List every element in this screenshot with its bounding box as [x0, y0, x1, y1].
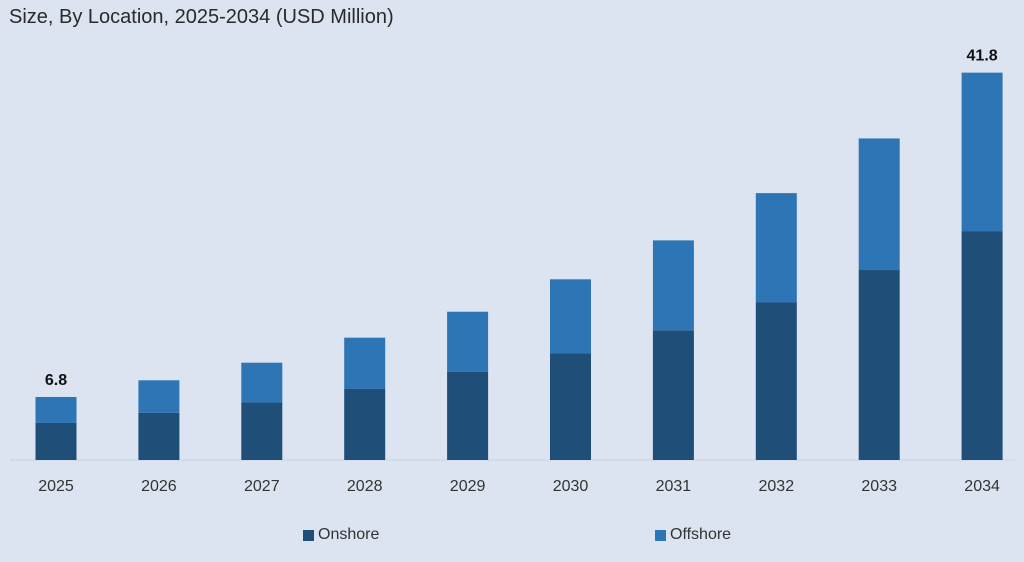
- bar-onshore-2028: [344, 388, 386, 460]
- bar-onshore-2032: [755, 302, 797, 460]
- bar-offshore-2030: [550, 279, 591, 354]
- data-label-2025: 6.8: [45, 372, 67, 389]
- bar-offshore-2027: [241, 362, 283, 403]
- legend-item-onshore: Onshore: [303, 526, 379, 544]
- bar-onshore-2029: [447, 371, 489, 460]
- legend-swatch-offshore: [655, 529, 666, 541]
- data-label-2034: 41.8: [967, 48, 998, 65]
- bar-offshore-2028: [344, 337, 386, 389]
- bar-onshore-2033: [858, 270, 900, 460]
- legend-swatch-onshore: [303, 529, 314, 541]
- x-tick-label-2027: 2027: [244, 478, 280, 495]
- x-tick-label-2028: 2028: [347, 478, 383, 495]
- bar-offshore-2029: [447, 311, 489, 372]
- x-tick-label-2032: 2032: [759, 478, 795, 495]
- bar-onshore-2030: [550, 353, 591, 460]
- bar-offshore-2032: [755, 193, 797, 303]
- bar-offshore-2026: [138, 380, 180, 413]
- legend-label-offshore: Offshore: [670, 526, 732, 543]
- bar-offshore-2031: [652, 240, 694, 331]
- x-tick-label-2033: 2033: [861, 478, 897, 495]
- bar-onshore-2026: [138, 412, 180, 460]
- legend-label-onshore: Onshore: [318, 526, 380, 543]
- x-tick-label-2034: 2034: [964, 478, 1000, 495]
- bar-onshore-2025: [35, 422, 77, 460]
- bar-onshore-2034: [961, 231, 1003, 460]
- x-tick-label-2029: 2029: [450, 478, 486, 495]
- bar-offshore-2034: [961, 72, 1003, 232]
- bar-onshore-2027: [241, 402, 283, 460]
- bar-offshore-2025: [35, 396, 77, 423]
- x-tick-label-2025: 2025: [38, 478, 74, 495]
- bar-onshore-2031: [652, 330, 694, 460]
- x-tick-label-2030: 2030: [553, 478, 589, 495]
- bar-offshore-2033: [858, 138, 900, 271]
- legend-item-offshore: Offshore: [655, 526, 731, 544]
- x-tick-label-2026: 2026: [141, 478, 177, 495]
- chart-title: Size, By Location, 2025-2034 (USD Millio…: [9, 6, 394, 28]
- x-tick-label-2031: 2031: [656, 478, 692, 495]
